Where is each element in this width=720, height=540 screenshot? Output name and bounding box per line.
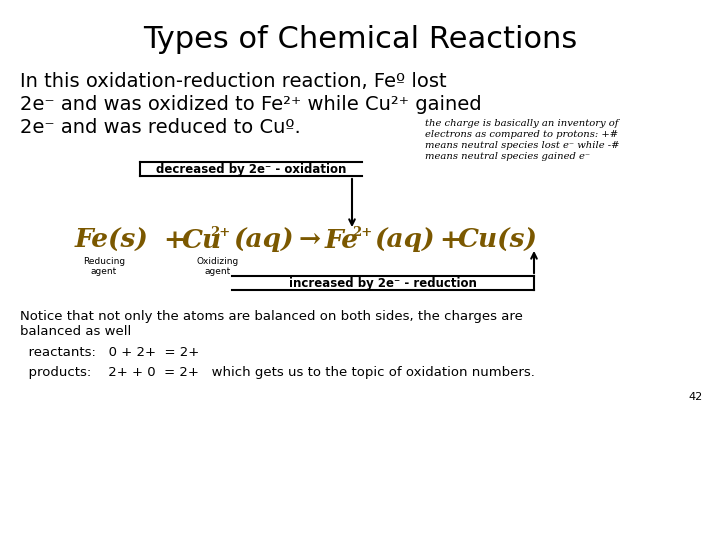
Text: Cu(s): Cu(s): [458, 227, 538, 253]
Text: 42: 42: [689, 392, 703, 402]
Text: Fe(s): Fe(s): [75, 227, 149, 253]
Text: means neutral species gained e⁻: means neutral species gained e⁻: [425, 152, 590, 161]
Text: Types of Chemical Reactions: Types of Chemical Reactions: [143, 25, 577, 54]
Text: decreased by 2e⁻ - oxidation: decreased by 2e⁻ - oxidation: [156, 163, 346, 176]
Text: 2e⁻ and was oxidized to Fe²⁺ while Cu²⁺ gained: 2e⁻ and was oxidized to Fe²⁺ while Cu²⁺ …: [20, 95, 482, 114]
Text: Oxidizing
agent: Oxidizing agent: [197, 257, 239, 276]
Text: (aq): (aq): [374, 227, 435, 253]
Text: In this oxidation-reduction reaction, Feº lost: In this oxidation-reduction reaction, Fe…: [20, 72, 446, 91]
Text: means neutral species lost e⁻ while -#: means neutral species lost e⁻ while -#: [425, 141, 619, 150]
Text: →: →: [298, 227, 320, 253]
Text: 2e⁻ and was reduced to Cuº.: 2e⁻ and was reduced to Cuº.: [20, 118, 301, 137]
Text: Cu: Cu: [182, 227, 222, 253]
Text: reactants:   0 + 2+  = 2+: reactants: 0 + 2+ = 2+: [20, 346, 199, 359]
Text: the charge is basically an inventory of: the charge is basically an inventory of: [425, 119, 618, 128]
Text: +: +: [163, 227, 185, 253]
Text: increased by 2e⁻ - reduction: increased by 2e⁻ - reduction: [289, 276, 477, 289]
Text: (aq): (aq): [233, 227, 294, 253]
Text: +: +: [439, 227, 461, 253]
Text: electrons as compared to protons: +#: electrons as compared to protons: +#: [425, 130, 618, 139]
Text: Fe: Fe: [325, 227, 359, 253]
Text: products:    2+ + 0  = 2+   which gets us to the topic of oxidation numbers.: products: 2+ + 0 = 2+ which gets us to t…: [20, 366, 535, 379]
Text: 2+: 2+: [352, 226, 372, 239]
Text: Reducing
agent: Reducing agent: [83, 257, 125, 276]
Text: Notice that not only the atoms are balanced on both sides, the charges are
balan: Notice that not only the atoms are balan…: [20, 310, 523, 338]
Text: 2+: 2+: [210, 226, 230, 239]
